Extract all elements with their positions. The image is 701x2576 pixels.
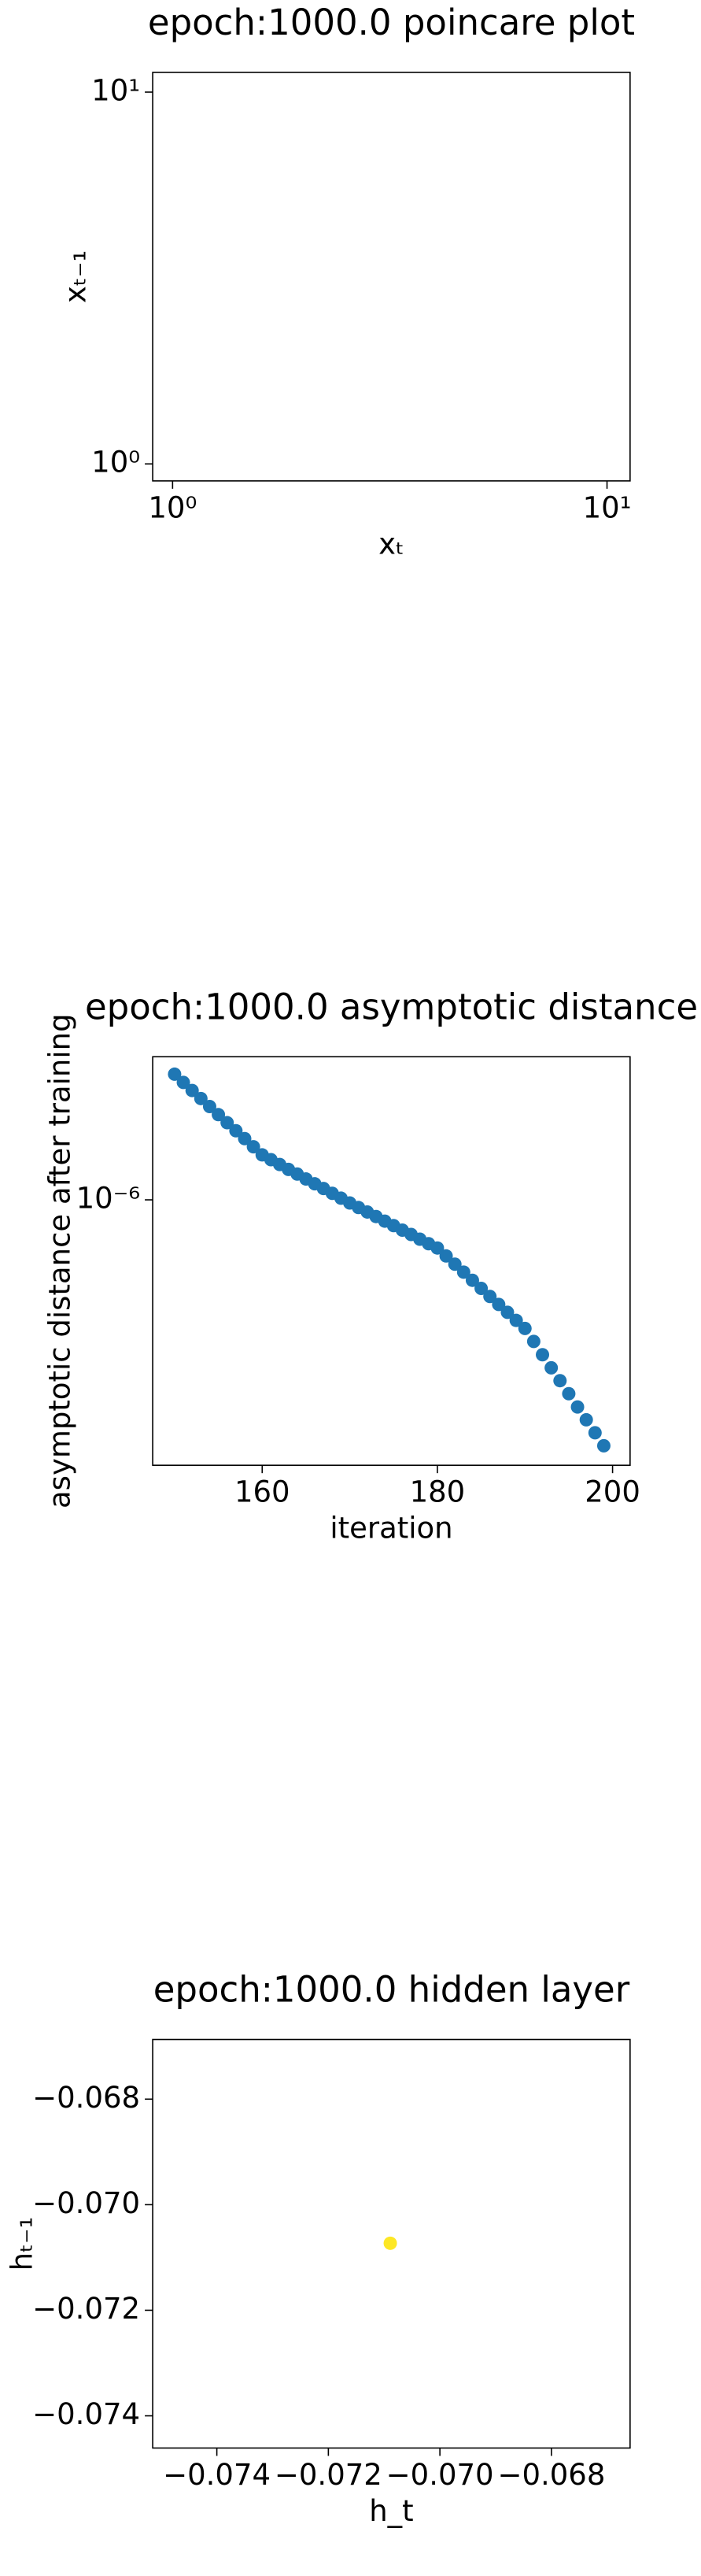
point bbox=[544, 1360, 559, 1375]
x-tick-label: −0.070 bbox=[386, 2458, 494, 2492]
x-tick-label: 10⁰ bbox=[148, 490, 197, 524]
plot-frame bbox=[152, 72, 631, 482]
point bbox=[596, 1438, 611, 1453]
point bbox=[238, 1131, 252, 1146]
x-tick-label: 10¹ bbox=[583, 490, 632, 524]
point bbox=[202, 1099, 216, 1113]
y-tick-label: −0.068 bbox=[32, 2081, 140, 2115]
point bbox=[465, 1273, 479, 1287]
point bbox=[185, 1083, 199, 1097]
point bbox=[492, 1297, 506, 1312]
point bbox=[176, 1075, 190, 1090]
point bbox=[456, 1265, 470, 1279]
point bbox=[562, 1386, 576, 1401]
point bbox=[212, 1108, 226, 1122]
point bbox=[500, 1305, 515, 1319]
point bbox=[474, 1282, 489, 1296]
point bbox=[430, 1241, 445, 1255]
x-tick-label: −0.074 bbox=[163, 2458, 271, 2492]
x-axis-label: iteration bbox=[330, 1512, 452, 1545]
x-axis-label: xₜ bbox=[378, 527, 404, 561]
y-tick-label: 10⁰ bbox=[91, 446, 140, 479]
chart-title: epoch:1000.0 hidden layer bbox=[153, 1969, 630, 2011]
point bbox=[439, 1249, 453, 1263]
point bbox=[229, 1123, 243, 1138]
y-tick-label: 10⁻⁶ bbox=[76, 1182, 140, 1216]
point bbox=[168, 1067, 182, 1081]
y-tick-label: 10¹ bbox=[91, 74, 140, 108]
point bbox=[220, 1116, 234, 1130]
y-axis-label: xₜ₋₁ bbox=[59, 250, 93, 303]
y-tick-label: −0.070 bbox=[32, 2186, 140, 2220]
point bbox=[483, 1290, 497, 1304]
x-tick-label: 180 bbox=[410, 1475, 466, 1509]
point bbox=[448, 1257, 462, 1271]
point bbox=[579, 1412, 593, 1427]
point bbox=[570, 1400, 585, 1414]
plot-frame bbox=[152, 1056, 631, 1466]
point bbox=[383, 2236, 397, 2250]
point bbox=[194, 1091, 208, 1105]
x-tick-label: 200 bbox=[585, 1475, 640, 1509]
y-axis-label: hₜ₋₁ bbox=[6, 2217, 39, 2271]
y-tick-label: −0.072 bbox=[32, 2292, 140, 2326]
point bbox=[526, 1334, 541, 1349]
x-axis-label: h_t bbox=[369, 2494, 413, 2528]
chart-title: epoch:1000.0 poincare plot bbox=[148, 2, 635, 43]
chart-title: epoch:1000.0 asymptotic distance bbox=[85, 986, 698, 1027]
x-tick-label: −0.072 bbox=[275, 2458, 382, 2492]
y-axis-label: asymptotic distance after training bbox=[43, 1013, 77, 1508]
point bbox=[536, 1348, 550, 1362]
point bbox=[509, 1313, 523, 1327]
x-tick-label: 160 bbox=[234, 1475, 290, 1509]
point bbox=[518, 1321, 532, 1335]
x-tick-label: −0.068 bbox=[497, 2458, 605, 2492]
y-tick-label: −0.074 bbox=[32, 2397, 140, 2431]
point bbox=[553, 1374, 567, 1388]
plot-frame bbox=[152, 2038, 631, 2449]
point bbox=[588, 1426, 602, 1440]
point bbox=[246, 1140, 260, 1154]
